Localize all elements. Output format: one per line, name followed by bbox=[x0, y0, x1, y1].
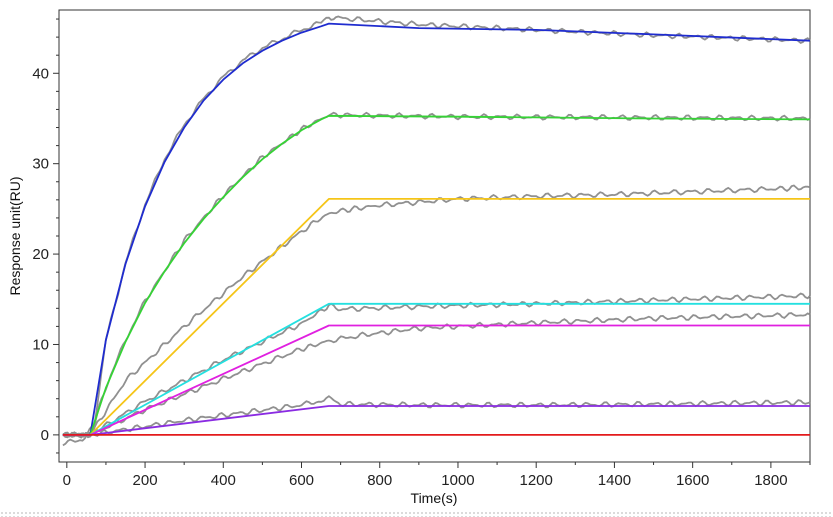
fit-curve bbox=[62, 324, 810, 436]
y-tick-label: 40 bbox=[32, 65, 49, 82]
x-tick-label: 0 bbox=[63, 472, 71, 489]
measured-trace bbox=[62, 111, 811, 438]
x-tick-label: 600 bbox=[289, 472, 314, 489]
x-tick-label: 200 bbox=[133, 472, 158, 489]
x-tick-label: 800 bbox=[367, 472, 392, 489]
axes: 0 200 400 600 800 1000 1200 1400 1600 1800 0 10 20 30… bbox=[32, 18, 811, 489]
y-tick-label: 20 bbox=[32, 246, 49, 263]
fit-curve bbox=[62, 405, 810, 436]
fit-curve bbox=[62, 22, 811, 436]
x-tick-label: 1000 bbox=[441, 472, 474, 489]
x-tick-label: 1800 bbox=[754, 472, 787, 489]
fit-curve bbox=[62, 302, 810, 436]
fit-curve bbox=[62, 114, 811, 436]
y-tick-label: 10 bbox=[32, 336, 49, 353]
fit-curves bbox=[62, 22, 811, 436]
measured-trace bbox=[62, 395, 811, 439]
measured-traces bbox=[62, 15, 811, 447]
x-axis-title: Time(s) bbox=[411, 490, 458, 506]
x-tick-label: 1600 bbox=[676, 472, 709, 489]
measured-trace bbox=[62, 184, 811, 438]
x-tick-label: 400 bbox=[211, 472, 236, 489]
x-tick-label: 1400 bbox=[598, 472, 631, 489]
measured-trace bbox=[62, 15, 811, 447]
x-tick-label: 1200 bbox=[520, 472, 553, 489]
measured-trace bbox=[62, 292, 811, 439]
plot-frame bbox=[58, 9, 811, 463]
y-axis-title: Response unit(RU) bbox=[7, 176, 23, 295]
bottom-dotted-border bbox=[0, 511, 833, 517]
y-tick-label: 30 bbox=[32, 156, 49, 173]
y-tick-label: 0 bbox=[41, 427, 49, 444]
measured-trace bbox=[62, 312, 811, 439]
